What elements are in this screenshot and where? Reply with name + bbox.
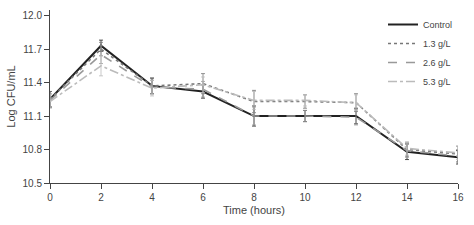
svg-text:10.5: 10.5 <box>23 178 43 189</box>
svg-text:12.0: 12.0 <box>23 10 43 21</box>
svg-text:2.6 g/L: 2.6 g/L <box>423 58 451 68</box>
svg-text:14: 14 <box>401 192 413 203</box>
svg-text:6: 6 <box>200 192 206 203</box>
svg-text:11.7: 11.7 <box>23 44 42 55</box>
svg-text:4: 4 <box>149 192 155 203</box>
svg-text:0: 0 <box>47 192 53 203</box>
svg-text:10.8: 10.8 <box>23 144 43 155</box>
svg-text:16: 16 <box>452 192 464 203</box>
svg-text:12: 12 <box>350 192 362 203</box>
svg-text:8: 8 <box>251 192 257 203</box>
svg-text:Control: Control <box>423 20 452 30</box>
svg-text:Log CFU/mL: Log CFU/mL <box>5 65 17 127</box>
svg-text:Time (hours): Time (hours) <box>223 204 285 216</box>
svg-text:10: 10 <box>299 192 311 203</box>
svg-text:11.1: 11.1 <box>23 111 42 122</box>
svg-text:11.4: 11.4 <box>23 77 42 88</box>
svg-text:5.3 g/L: 5.3 g/L <box>423 77 451 87</box>
svg-text:1.3 g/L: 1.3 g/L <box>423 39 451 49</box>
svg-text:2: 2 <box>98 192 104 203</box>
